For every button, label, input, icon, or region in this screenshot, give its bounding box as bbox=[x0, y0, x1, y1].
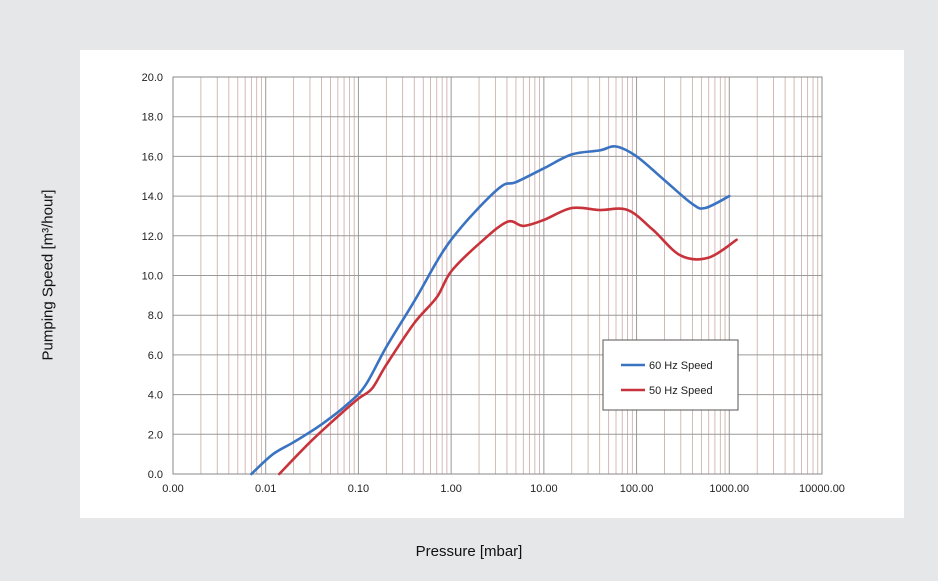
y-tick-label: 10.0 bbox=[142, 271, 163, 283]
x-tick-label: 0.01 bbox=[255, 483, 276, 495]
y-axis-label: Pumping Speed [m³/hour] bbox=[40, 190, 57, 361]
legend-entry: 60 Hz Speed bbox=[649, 360, 713, 372]
x-tick-label: 0.00 bbox=[162, 483, 183, 495]
y-tick-label: 8.0 bbox=[148, 310, 163, 322]
y-tick-label: 6.0 bbox=[148, 350, 163, 362]
tick-labels: 0.00 0.01 0.10 1.00 10.00 100.00 1000.00 10000.… bbox=[142, 72, 845, 495]
y-tick-label: 18.0 bbox=[142, 112, 163, 124]
y-tick-label: 14.0 bbox=[142, 191, 163, 203]
chart: 0.00 0.01 0.10 1.00 10.00 100.00 1000.00 10000.… bbox=[80, 50, 904, 518]
y-tick-label: 4.0 bbox=[148, 390, 163, 402]
y-tick-label: 0.0 bbox=[148, 469, 163, 481]
x-axis-label: Pressure [mbar] bbox=[0, 543, 938, 560]
x-tick-label: 0.10 bbox=[348, 483, 369, 495]
legend-box bbox=[603, 340, 738, 410]
x-tick-label: 1.00 bbox=[440, 483, 461, 495]
x-tick-label: 10.00 bbox=[530, 483, 558, 495]
legend-entry: 50 Hz Speed bbox=[649, 385, 713, 397]
y-tick-label: 12.0 bbox=[142, 231, 163, 243]
series-line-60-hz-speed bbox=[251, 146, 729, 474]
x-tick-label: 10000.00 bbox=[799, 483, 845, 495]
y-tick-label: 16.0 bbox=[142, 151, 163, 163]
y-tick-label: 20.0 bbox=[142, 72, 163, 84]
x-tick-label: 1000.00 bbox=[709, 483, 749, 495]
chart-panel: 0.00 0.01 0.10 1.00 10.00 100.00 1000.00 10000.… bbox=[80, 50, 904, 518]
y-tick-label: 2.0 bbox=[148, 429, 163, 441]
legend: 60 Hz Speed 50 Hz Speed bbox=[603, 340, 738, 410]
x-tick-label: 100.00 bbox=[620, 483, 654, 495]
series-lines bbox=[251, 146, 736, 474]
